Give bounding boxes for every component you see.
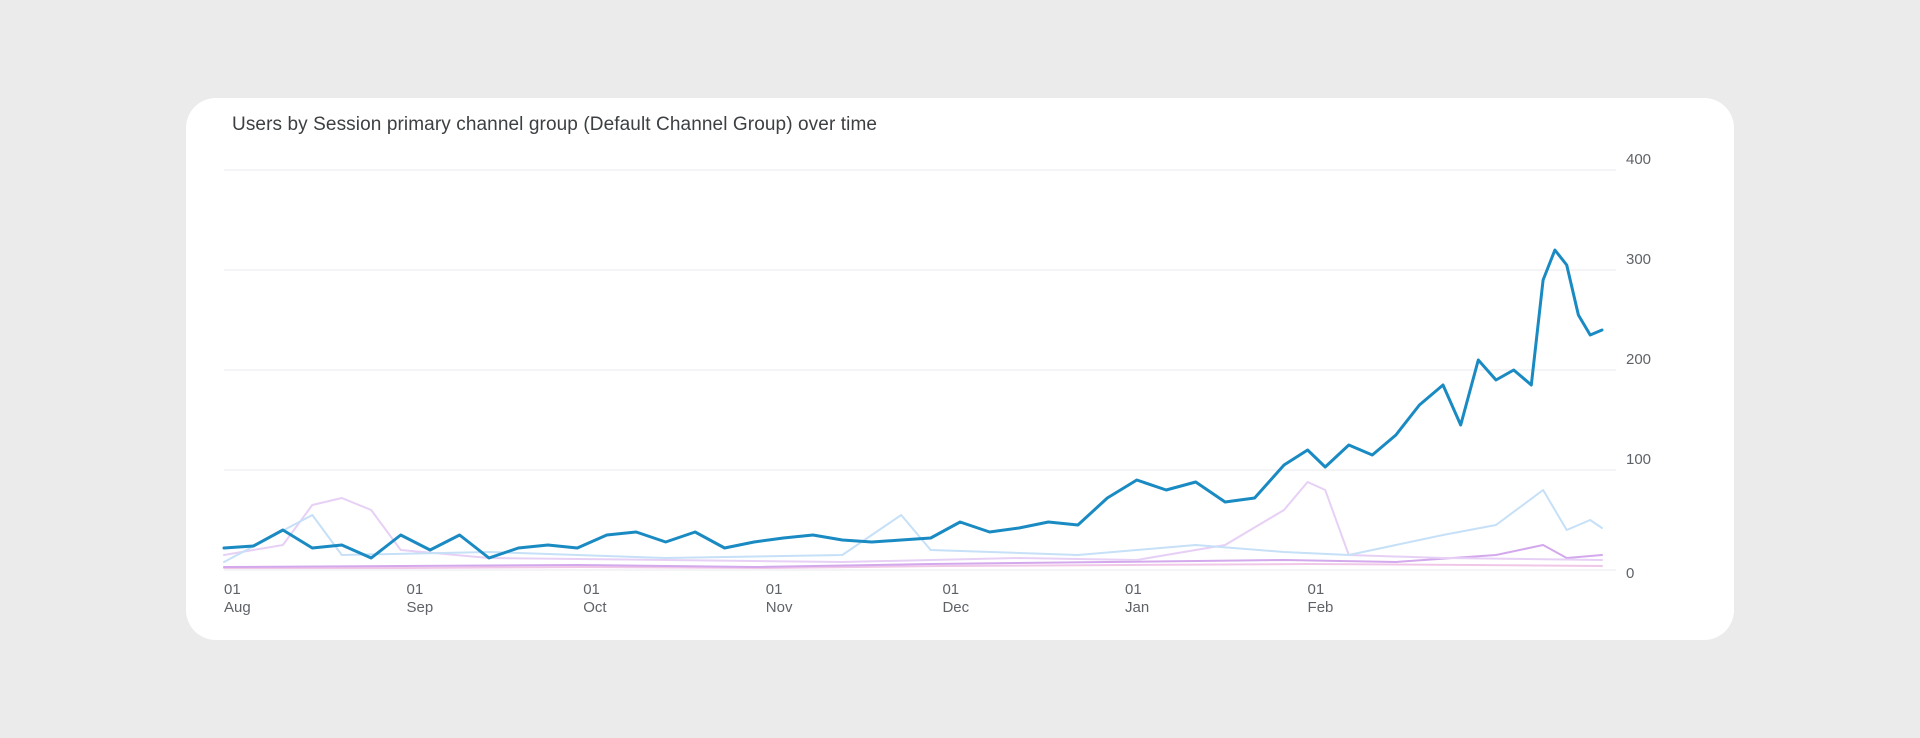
x-tick-day: 01 xyxy=(766,581,783,598)
x-tick-month: Dec xyxy=(942,599,969,616)
x-tick-day: 01 xyxy=(407,581,424,598)
x-tick-month: Feb xyxy=(1308,599,1334,616)
x-tick-day: 01 xyxy=(942,581,959,598)
series-line-1 xyxy=(222,248,1604,560)
x-tick-month: Sep xyxy=(407,599,434,616)
chart-card: Users by Session primary channel group (… xyxy=(186,98,1734,640)
y-tick-label: 300 xyxy=(1626,251,1651,268)
series-line-4 xyxy=(223,544,1603,568)
chart-title: Users by Session primary channel group (… xyxy=(232,114,878,135)
x-tick-day: 01 xyxy=(583,581,600,598)
x-tick-month: Aug xyxy=(224,599,251,616)
x-tick-month: Nov xyxy=(766,599,793,616)
y-tick-label: 200 xyxy=(1626,351,1651,368)
x-tick-month: Jan xyxy=(1125,599,1149,616)
series-line-2 xyxy=(223,489,1603,563)
line-chart: 400300200100001Aug01Sep01Oct01Nov01Dec01… xyxy=(222,151,1651,616)
x-tick-month: Oct xyxy=(583,599,607,616)
series-line-3 xyxy=(223,481,1603,563)
series-line-5 xyxy=(223,563,1603,569)
y-tick-label: 100 xyxy=(1626,451,1651,468)
y-tick-label: 0 xyxy=(1626,565,1634,582)
x-tick-day: 01 xyxy=(1125,581,1142,598)
y-tick-label: 400 xyxy=(1626,151,1651,168)
x-tick-day: 01 xyxy=(1308,581,1325,598)
x-tick-day: 01 xyxy=(224,581,241,598)
